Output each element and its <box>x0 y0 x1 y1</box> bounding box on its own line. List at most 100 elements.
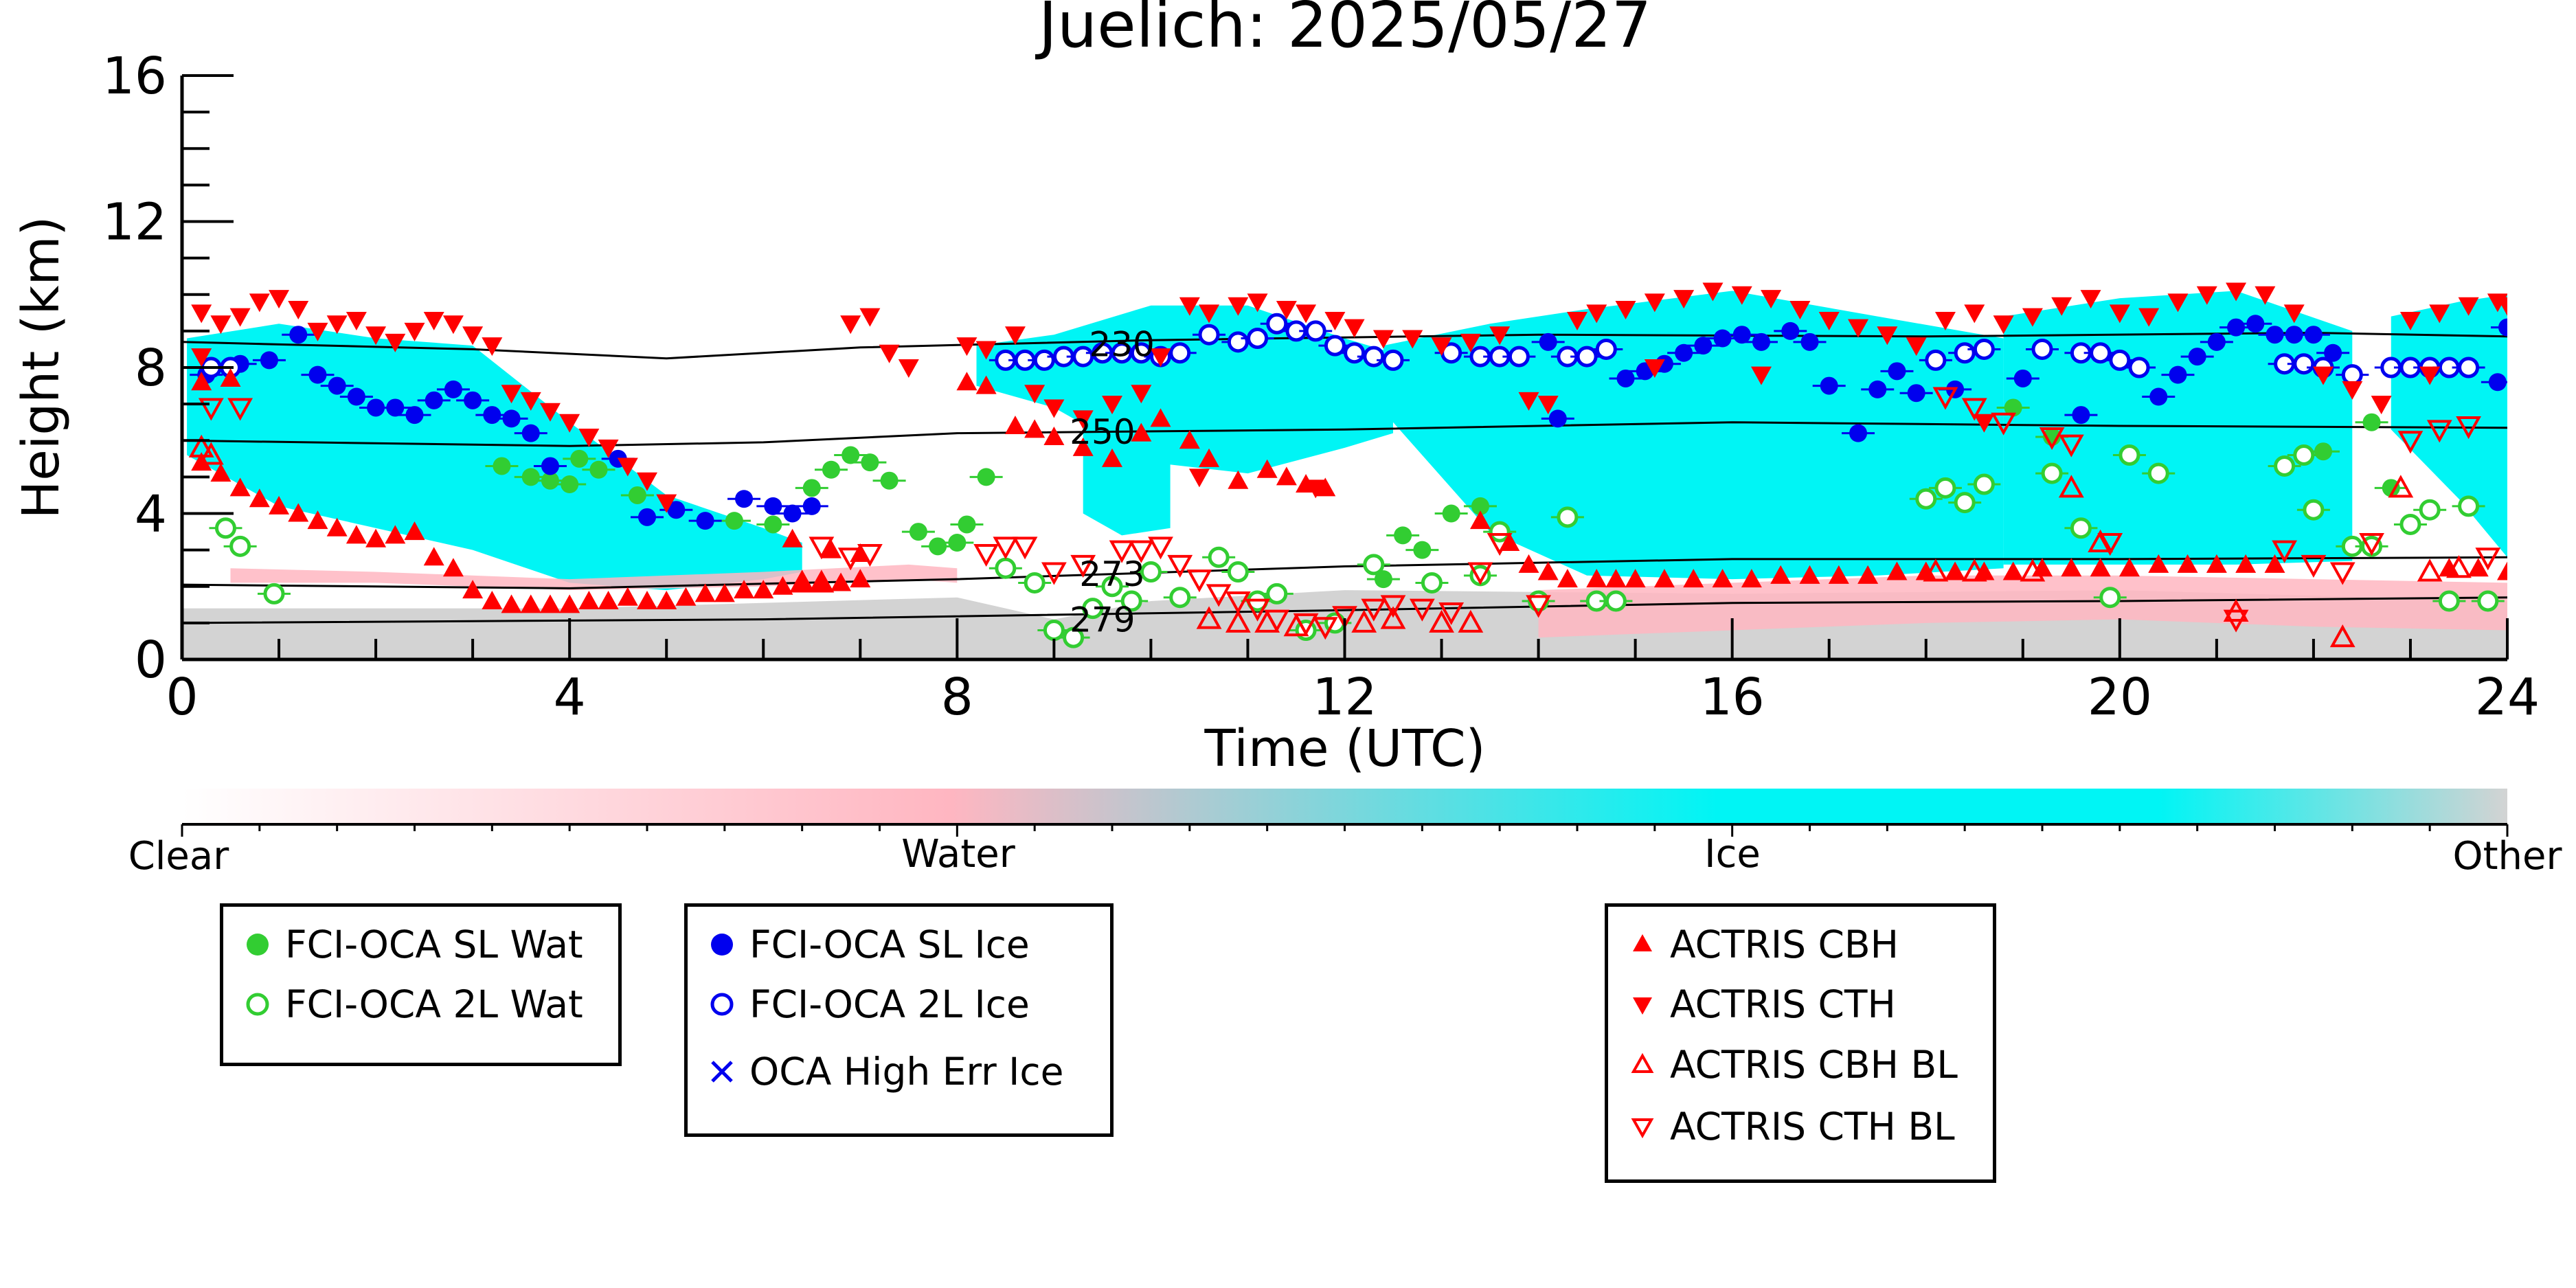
data-point <box>2196 286 2217 305</box>
data-point <box>1442 504 1460 523</box>
y-axis-ticks: 0 4 8 12 16 <box>102 47 234 690</box>
data-point <box>1818 311 1840 330</box>
data-point <box>2051 297 2072 316</box>
legend-label: FCI-OCA SL Wat <box>285 923 583 967</box>
data-point <box>637 591 657 609</box>
data-point <box>1781 321 1800 340</box>
data-point <box>1012 536 1038 560</box>
data-point <box>753 580 774 599</box>
legend-item-actris-cth: ACTRIS CTH <box>1615 977 1896 1032</box>
data-point <box>1150 348 1171 368</box>
data-point <box>802 479 821 497</box>
legend-label: ACTRIS CTH BL <box>1670 1105 1955 1149</box>
data-point <box>2149 387 2168 406</box>
data-point <box>696 512 714 530</box>
x-tick-label: 24 <box>2475 668 2540 727</box>
data-point <box>1741 569 1762 588</box>
data-point <box>1324 311 1346 330</box>
data-point <box>1344 342 1366 364</box>
data-point <box>2207 332 2226 351</box>
data-point <box>269 290 290 309</box>
data-point <box>2097 533 2123 556</box>
series-fci-oca-sl-wat <box>485 398 2408 589</box>
data-point <box>2072 406 2090 425</box>
data-point <box>850 569 871 588</box>
chart-title: Juelich: 2025/05/27 <box>1035 0 1652 62</box>
data-point <box>1431 337 1452 357</box>
data-point <box>1140 561 1162 583</box>
x-tick-label: 16 <box>1700 668 1765 727</box>
colorbar-label-clear: Clear <box>128 834 229 879</box>
data-point <box>1961 558 1987 582</box>
data-point <box>1800 332 1819 351</box>
data-point <box>789 569 815 593</box>
data-point <box>1363 346 1385 368</box>
legend-item-sl-ice: FCI-OCA SL Ice <box>694 917 1030 972</box>
data-point <box>782 528 803 547</box>
data-point <box>2313 366 2334 385</box>
data-point <box>2388 475 2414 498</box>
data-point <box>2446 555 2472 578</box>
data-point <box>1712 569 1733 588</box>
data-point <box>1576 346 1598 368</box>
data-point <box>840 315 861 335</box>
data-point <box>482 337 503 357</box>
data-point <box>975 375 997 394</box>
open-blue-circle-icon <box>710 993 734 1016</box>
data-point <box>2128 357 2150 379</box>
filled-red-triangle-down-icon <box>1633 997 1652 1015</box>
data-point <box>198 398 224 421</box>
data-point <box>2488 373 2507 392</box>
data-point <box>2458 357 2480 379</box>
data-point <box>2342 381 2363 400</box>
data-point <box>260 351 278 370</box>
data-point <box>1332 606 1357 629</box>
data-point <box>559 414 580 433</box>
data-point <box>220 368 241 387</box>
data-point <box>1305 479 1326 499</box>
data-point <box>1402 330 1423 349</box>
data-point <box>1954 342 1976 364</box>
data-point <box>1228 470 1249 489</box>
data-point <box>1024 572 1046 594</box>
data-point <box>1799 565 1820 584</box>
data-point <box>1131 422 1152 442</box>
legend-item-actris-cbh-bl: ACTRIS CBH BL <box>1615 1037 1958 1092</box>
data-point <box>2458 297 2479 316</box>
data-point <box>2399 513 2421 535</box>
data-point <box>822 460 840 479</box>
data-point <box>2458 495 2480 517</box>
data-point <box>501 385 522 404</box>
data-point <box>1761 290 1782 309</box>
data-point <box>1964 304 1985 324</box>
data-point <box>229 308 251 327</box>
data-point <box>2362 413 2381 431</box>
data-point <box>948 534 967 552</box>
data-point <box>857 543 883 567</box>
data-point <box>1429 609 1454 633</box>
data-point <box>1063 626 1085 648</box>
data-point <box>1004 416 1026 434</box>
data-point <box>1206 584 1232 607</box>
data-point <box>365 528 387 547</box>
colorbar-ticks <box>181 824 2509 837</box>
data-point <box>1653 569 1675 588</box>
data-point <box>837 547 863 571</box>
data-point <box>772 576 793 595</box>
data-point <box>1961 398 1987 421</box>
contour-label-279: 279 <box>1070 600 1135 640</box>
open-red-triangle-down-icon <box>1631 1118 1654 1139</box>
data-point <box>1315 477 1336 497</box>
data-point <box>1409 598 1435 622</box>
data-point <box>1128 540 1154 563</box>
data-point <box>307 510 328 530</box>
series-actris-cth-bl <box>198 387 2501 640</box>
legend-item-2l-ice: FCI-OCA 2L Ice <box>694 977 1030 1032</box>
data-point <box>1227 561 1249 583</box>
data-point <box>1266 583 1288 605</box>
data-point <box>1264 609 1290 633</box>
data-point <box>1169 587 1191 609</box>
data-point <box>1713 329 1732 348</box>
data-point <box>628 486 646 504</box>
data-point <box>2138 308 2160 327</box>
